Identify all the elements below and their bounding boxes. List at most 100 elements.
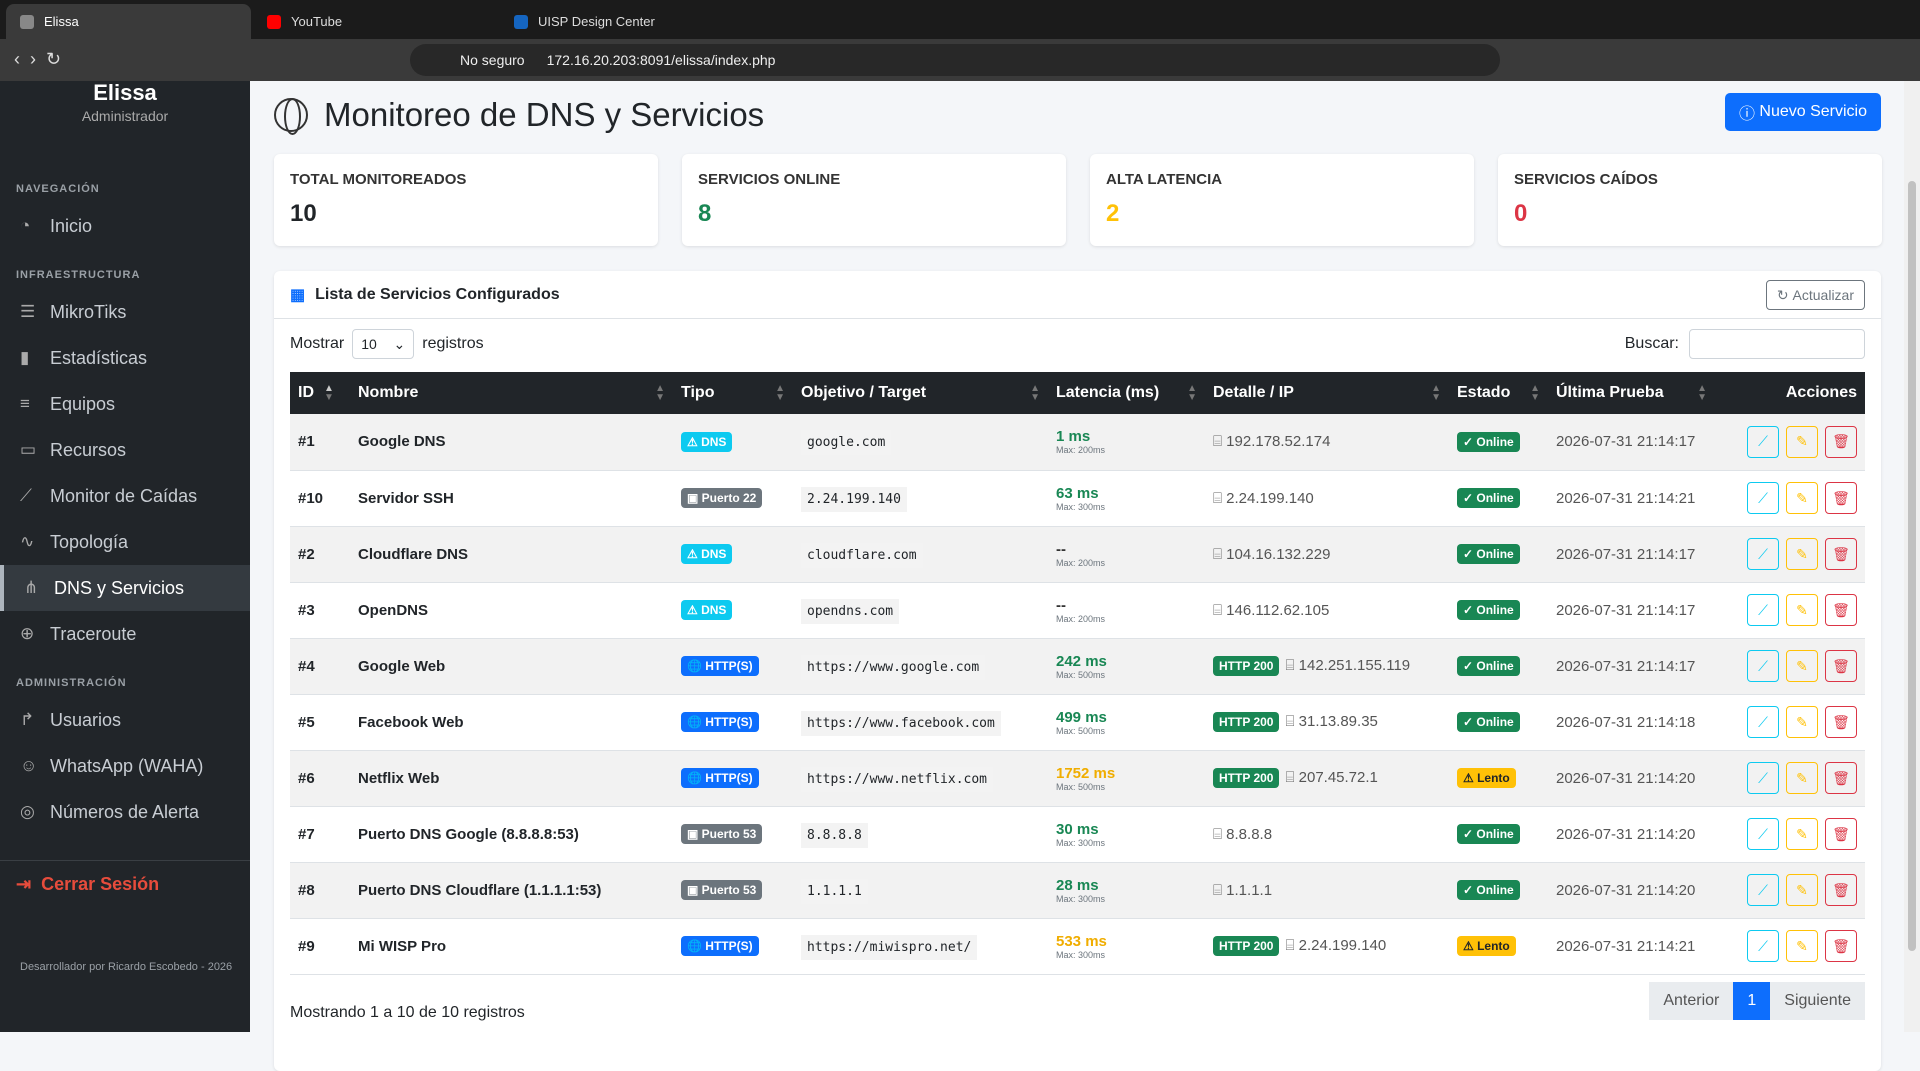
chart-button[interactable]: ⟋ <box>1747 930 1779 962</box>
page-size-select[interactable]: 10 ⌄ <box>352 329 415 359</box>
column-header[interactable]: Detalle / IP ▲ ▼ <box>1205 372 1449 414</box>
nav-item[interactable]: ∿ Topología <box>0 519 250 565</box>
nav-item[interactable]: ≡ Equipos <box>0 381 250 427</box>
chart-button[interactable]: ⟋ <box>1747 818 1779 850</box>
column-header[interactable]: Latencia (ms) ▲ ▼ <box>1048 372 1205 414</box>
ip-icon: ⌸ <box>1213 825 1227 843</box>
nav-item[interactable]: ☺ WhatsApp (WAHA) <box>0 743 250 789</box>
delete-button[interactable]: 🗑 <box>1825 818 1857 850</box>
chart-button[interactable]: ⟋ <box>1747 650 1779 682</box>
chart-button[interactable]: ⟋ <box>1747 594 1779 626</box>
tab-title: Elissa <box>44 14 79 29</box>
service-row: #1 Google DNS ⚠ DNS google.com 1 ms Max: 200m… <box>290 414 1865 471</box>
column-header[interactable]: Última Prueba ▲ ▼ <box>1548 372 1715 414</box>
delete-button[interactable]: 🗑 <box>1825 650 1857 682</box>
tab[interactable]: Elissa <box>6 4 251 39</box>
delete-button[interactable]: 🗑 <box>1825 930 1857 962</box>
chart-button[interactable]: ⟋ <box>1747 874 1779 906</box>
nav-item[interactable]: ⊕ Traceroute <box>0 611 250 657</box>
ip: 2.24.199.140 <box>1298 937 1387 954</box>
nav-buttons[interactable]: ‹ › ↻ <box>14 49 62 69</box>
nav-item[interactable]: ⟋ Monitor de Caídas <box>0 473 250 519</box>
nav-item[interactable]: ☰ MikroTiks <box>0 289 250 335</box>
http-badge: HTTP 200 <box>1213 936 1280 956</box>
search-input[interactable] <box>1689 329 1865 359</box>
edit-button[interactable]: ✎ <box>1786 482 1818 514</box>
service-id: #5 <box>298 713 315 731</box>
stat-label: SERVICIOS ONLINE <box>698 171 841 188</box>
chart-button[interactable]: ⟋ <box>1747 538 1779 570</box>
tab[interactable]: UISP Design Center <box>500 4 745 39</box>
latency-cell: 1752 ms Max: 500ms <box>1048 750 1205 807</box>
column-header[interactable]: Nombre ▲ ▼ <box>350 372 673 414</box>
nav-item[interactable]: ▮ Estadísticas <box>0 335 250 381</box>
column-header[interactable]: Tipo ▲ ▼ <box>673 372 793 414</box>
column-label: Latencia (ms) <box>1056 384 1160 401</box>
ip-icon: ⌸ <box>1285 657 1299 674</box>
logout[interactable]: ⇥ Cerrar Sesión <box>0 861 250 907</box>
latency: 499 ms <box>1056 708 1107 726</box>
page-button[interactable]: 1 <box>1733 982 1771 1020</box>
delete-button[interactable]: 🗑 <box>1825 594 1857 626</box>
delete-button[interactable]: 🗑 <box>1825 482 1857 514</box>
status-text: Online <box>1476 659 1514 673</box>
ip: 31.13.89.35 <box>1298 713 1378 730</box>
edit-button[interactable]: ✎ <box>1786 818 1818 850</box>
chart-button[interactable]: ⟋ <box>1747 425 1779 458</box>
edit-button[interactable]: ✎ <box>1786 706 1818 738</box>
new-service-button[interactable]: ⓘ Nuevo Servicio <box>1724 93 1881 131</box>
column-header[interactable]: Estado ▲ ▼ <box>1449 372 1548 414</box>
type-cell: 🌐 HTTP(S) <box>673 918 793 975</box>
show-label: Mostrar <box>290 335 345 352</box>
delete-button[interactable]: 🗑 <box>1825 874 1857 906</box>
target-cell: google.com <box>793 414 1048 471</box>
delete-button[interactable]: 🗑 <box>1825 762 1857 794</box>
delete-button[interactable]: 🗑 <box>1825 706 1857 738</box>
edit-button[interactable]: ✎ <box>1786 425 1818 458</box>
refresh-button[interactable]: ↻ Actualizar <box>1765 280 1865 310</box>
status-icon: ⚠ <box>1463 939 1478 953</box>
http-badge: HTTP 200 <box>1213 768 1280 788</box>
status-text: Lento <box>1477 939 1510 953</box>
nav-item[interactable]: ⋔ DNS y Servicios <box>0 565 250 611</box>
name-cell: Google Web <box>350 638 673 695</box>
actions: ⟋ ✎ 🗑 <box>1723 818 1857 850</box>
page-button[interactable]: Siguiente <box>1770 982 1865 1020</box>
name-cell: Puerto DNS Google (8.8.8.8:53) <box>350 806 673 863</box>
url-field[interactable]: No seguro 172.16.20.203:8091/elissa/index… <box>410 44 1500 76</box>
nav-item[interactable]: ↱ Usuarios <box>0 697 250 743</box>
tab[interactable]: YouTube <box>253 4 498 39</box>
actions: ⟋ ✎ 🗑 <box>1723 874 1857 906</box>
nav-item[interactable]: ◔ Inicio <box>0 203 250 249</box>
name-cell: Google DNS <box>350 414 673 471</box>
column-header[interactable]: ID ▲ ▼ <box>290 372 350 414</box>
edit-button[interactable]: ✎ <box>1786 594 1818 626</box>
nav-item[interactable]: ◎ Números de Alerta <box>0 789 250 835</box>
delete-button[interactable]: 🗑 <box>1825 538 1857 570</box>
latency: 1 ms <box>1056 428 1091 446</box>
target-cell: https://www.google.com <box>793 638 1048 695</box>
status-text: Online <box>1476 434 1514 449</box>
chart-button[interactable]: ⟋ <box>1747 762 1779 794</box>
nav-item[interactable]: ▭ Recursos <box>0 427 250 473</box>
chart-button[interactable]: ⟋ <box>1747 706 1779 738</box>
last-test: 2026-07-31 21:14:17 <box>1556 545 1696 563</box>
nav-label: MikroTiks <box>50 301 127 322</box>
edit-button[interactable]: ✎ <box>1786 538 1818 570</box>
name-cell: Puerto DNS Cloudflare (1.1.1.1:53) <box>350 862 673 919</box>
edit-button[interactable]: ✎ <box>1786 874 1818 906</box>
page-button[interactable]: Anterior <box>1649 982 1734 1020</box>
service-id: #7 <box>298 825 315 843</box>
status-icon: ✓ <box>1463 491 1477 505</box>
edit-button[interactable]: ✎ <box>1786 762 1818 794</box>
delete-button[interactable]: 🗑 <box>1825 425 1857 458</box>
column-header[interactable]: Objetivo / Target ▲ ▼ <box>793 372 1048 414</box>
chart-button[interactable]: ⟋ <box>1747 482 1779 514</box>
last-test: 2026-07-31 21:14:17 <box>1556 601 1696 619</box>
edit-button[interactable]: ✎ <box>1786 650 1818 682</box>
edit-button[interactable]: ✎ <box>1786 930 1818 962</box>
target-cell: 1.1.1.1 <box>793 862 1048 919</box>
status-icon: ✓ <box>1463 547 1477 561</box>
service-row: #5 Facebook Web 🌐 HTTP(S) https://www.faceb… <box>290 694 1865 751</box>
